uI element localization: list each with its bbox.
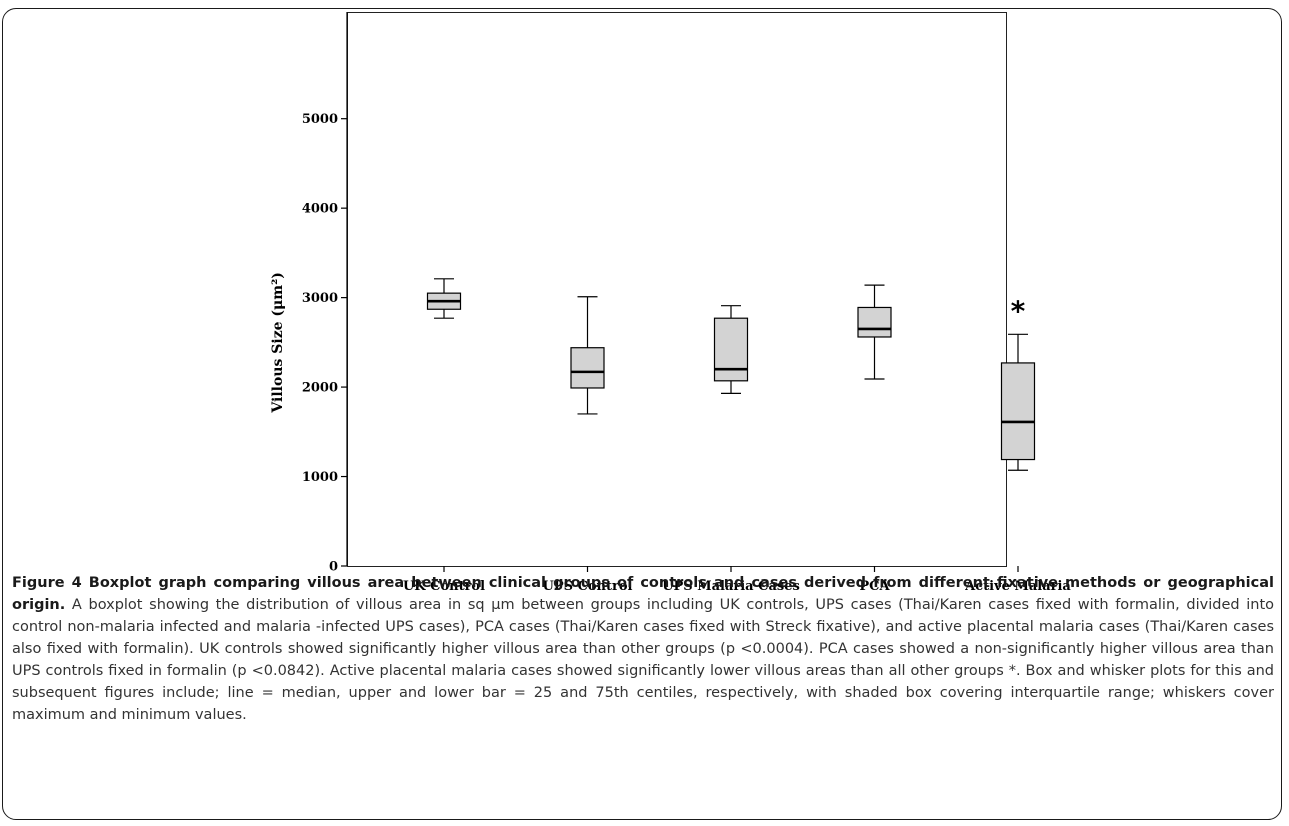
iqr-box	[1000, 362, 1036, 461]
y-tick-label: 5000	[302, 112, 338, 127]
caption-lead: Figure 4 Boxplot graph comparing villous…	[12, 575, 1274, 613]
caption-body: A boxplot showing the distribution of vi…	[12, 597, 1274, 723]
boxplot-chart: 0 1000 2000 3000 4000 5000 Villous Size (μm²) U…	[270, 12, 1071, 594]
x-tick-label: UK Control	[403, 579, 485, 594]
x-tick-label: PCA	[859, 579, 890, 594]
y-tick-label: 0	[329, 560, 338, 575]
y-tick-label: 2000	[302, 381, 338, 396]
y-tick-label: 3000	[302, 291, 338, 306]
y-axis-label: Villous Size (μm²)	[270, 272, 286, 413]
significance-asterisk: *	[1011, 294, 1026, 327]
y-tick-label: 1000	[302, 470, 338, 485]
iqr-box	[713, 317, 749, 382]
x-tick-label: UPS Control	[543, 579, 633, 594]
figure-caption: Figure 4 Boxplot graph comparing villous…	[12, 572, 1274, 726]
iqr-box	[857, 306, 892, 338]
x-tick-label: UPS Malaria Cases	[662, 579, 800, 594]
iqr-box	[570, 347, 605, 389]
figure-frame	[2, 8, 1282, 820]
x-tick-label: Active Malaria	[964, 579, 1071, 594]
y-tick-label: 4000	[302, 202, 338, 217]
